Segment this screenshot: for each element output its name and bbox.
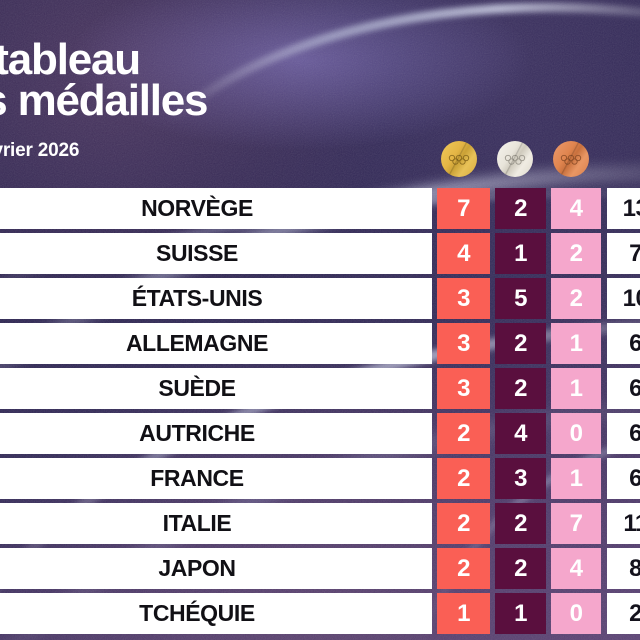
bronze-count-cell: 4	[551, 188, 601, 229]
page-title-line2: es médailles	[0, 75, 209, 125]
country-name-cell: TCHÉQUIE	[0, 593, 432, 634]
total-count-cell: 6	[607, 323, 640, 364]
silver-medal-icon	[497, 141, 533, 177]
silver-count-cell: 2	[495, 368, 546, 409]
table-row[interactable]: NORVÈGE 724 13	[0, 188, 640, 229]
country-name: JAPON	[158, 555, 236, 581]
olympic-rings-icon	[504, 154, 526, 165]
gold-count-cell: 7	[437, 188, 490, 229]
total-count: 6	[629, 374, 640, 402]
total-count: 6	[629, 329, 640, 357]
gold-count-cell: 4	[437, 233, 490, 274]
silver-count-cell: 1	[495, 593, 546, 634]
column-header-silver	[497, 141, 533, 177]
silver-count-cell: 2	[495, 548, 546, 589]
total-count: 7	[629, 239, 640, 267]
table-row[interactable]: SUISSE 4 1 2 7	[0, 233, 640, 274]
silver-count-cell: 5	[495, 278, 546, 319]
column-header-bronze	[553, 141, 589, 177]
country-name-cell: AUTRICHE	[0, 413, 432, 454]
bronze-count-cell: 2	[551, 278, 601, 319]
silver-count-cell: 2	[495, 323, 546, 364]
country-name: NORVÈGE	[141, 195, 253, 221]
column-header-gold	[441, 141, 477, 177]
country-name: SUISSE	[156, 240, 238, 266]
gold-count-cell: 3	[437, 368, 490, 409]
bronze-count-cell: 4	[551, 548, 601, 589]
table-row[interactable]: JAPON 2 2 4 8	[0, 548, 640, 589]
bronze-count-cell: 0	[551, 413, 601, 454]
total-count-cell: 13	[607, 188, 640, 229]
gold-count-cell: 2	[437, 503, 490, 544]
gold-count-cell: 1	[437, 593, 490, 634]
page-title-line1: e tableau	[0, 35, 141, 84]
country-name: ÉTATS-UNIS	[131, 285, 263, 311]
bronze-count-cell: 0	[551, 593, 601, 634]
gold-count-cell: 2	[437, 458, 490, 499]
country-name-cell: SUÈDE	[0, 368, 432, 409]
page-header: e tableau es médailles février 2026	[0, 0, 640, 185]
gold-count-cell: 2	[437, 548, 490, 589]
country-name-cell: FRANCE	[0, 458, 432, 499]
total-count-cell: 11	[607, 503, 640, 544]
total-count-cell: 6	[607, 458, 640, 499]
silver-count-cell: 3	[495, 458, 546, 499]
country-name-cell: SUISSE	[0, 233, 432, 274]
gold-count-cell: 3	[437, 278, 490, 319]
country-name: ALLEMAGNE	[125, 330, 269, 356]
bronze-count-cell: 2	[551, 233, 601, 274]
country-name: FRANCE	[150, 465, 244, 491]
table-row[interactable]: ÉTATS-UNIS 352 10	[0, 278, 640, 319]
silver-count-cell: 4	[495, 413, 546, 454]
olympic-rings-icon	[560, 154, 582, 165]
bronze-count-cell: 1	[551, 368, 601, 409]
total-count-cell: 2	[607, 593, 640, 634]
country-name: TCHÉQUIE	[139, 600, 255, 626]
bronze-medal-icon	[553, 141, 589, 177]
table-row[interactable]: TCHÉQUIE 1 1 0 2	[0, 593, 640, 634]
table-row[interactable]: ITALIE22711	[0, 503, 640, 544]
silver-count-cell: 1	[495, 233, 546, 274]
total-count-cell: 6	[607, 413, 640, 454]
silver-count-cell: 2	[495, 503, 546, 544]
total-count: 10	[622, 284, 640, 312]
gold-count-cell: 3	[437, 323, 490, 364]
gold-count-cell: 2	[437, 413, 490, 454]
total-count-cell: 10	[607, 278, 640, 319]
medal-table: NORVÈGE72413SUISSE4127ÉTATS-UNIS35210ALL…	[0, 188, 640, 638]
gold-medal-icon	[441, 141, 477, 177]
total-count: 6	[629, 419, 640, 447]
total-count-cell: 7	[607, 233, 640, 274]
country-name-cell: JAPON	[0, 548, 432, 589]
bronze-count-cell: 7	[551, 503, 601, 544]
total-count: 13	[622, 194, 640, 222]
bronze-count-cell: 1	[551, 458, 601, 499]
country-name-cell: NORVÈGE	[0, 188, 432, 229]
bronze-count-cell: 1	[551, 323, 601, 364]
country-name: ITALIE	[162, 510, 232, 536]
total-count: 6	[629, 464, 640, 492]
table-row[interactable]: SUÈDE 3 2 1 6	[0, 368, 640, 409]
country-name-cell: ÉTATS-UNIS	[0, 278, 432, 319]
country-name: SUÈDE	[158, 375, 236, 401]
total-count: 2	[629, 599, 640, 627]
table-row[interactable]: ALLEMAGNE 3 2 1 6	[0, 323, 640, 364]
page-title: e tableau es médailles	[0, 38, 480, 125]
country-name-cell: ITALIE	[0, 503, 432, 544]
total-count: 8	[629, 554, 640, 582]
total-count-cell: 6	[607, 368, 640, 409]
table-row[interactable]: AUTRICHE 2 4 0 6	[0, 413, 640, 454]
country-name-cell: ALLEMAGNE	[0, 323, 432, 364]
olympic-rings-icon	[448, 154, 470, 165]
table-row[interactable]: FRANCE 2 3 1 6	[0, 458, 640, 499]
total-count: 11	[623, 509, 640, 537]
silver-count-cell: 2	[495, 188, 546, 229]
total-count-cell: 8	[607, 548, 640, 589]
country-name: AUTRICHE	[139, 420, 255, 446]
page-subtitle: février 2026	[0, 140, 80, 161]
